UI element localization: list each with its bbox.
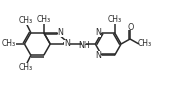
Text: N: N bbox=[64, 40, 70, 48]
Text: CH₃: CH₃ bbox=[19, 16, 33, 25]
Text: CH₃: CH₃ bbox=[138, 40, 152, 48]
Text: N: N bbox=[58, 28, 64, 37]
Text: CH₃: CH₃ bbox=[37, 15, 51, 24]
Text: CH₃: CH₃ bbox=[19, 63, 33, 72]
Text: CH₃: CH₃ bbox=[2, 40, 16, 48]
Text: N: N bbox=[95, 51, 101, 60]
Text: NH: NH bbox=[79, 41, 90, 50]
Text: O: O bbox=[128, 23, 134, 32]
Text: N: N bbox=[95, 28, 101, 37]
Text: CH₃: CH₃ bbox=[108, 15, 122, 24]
